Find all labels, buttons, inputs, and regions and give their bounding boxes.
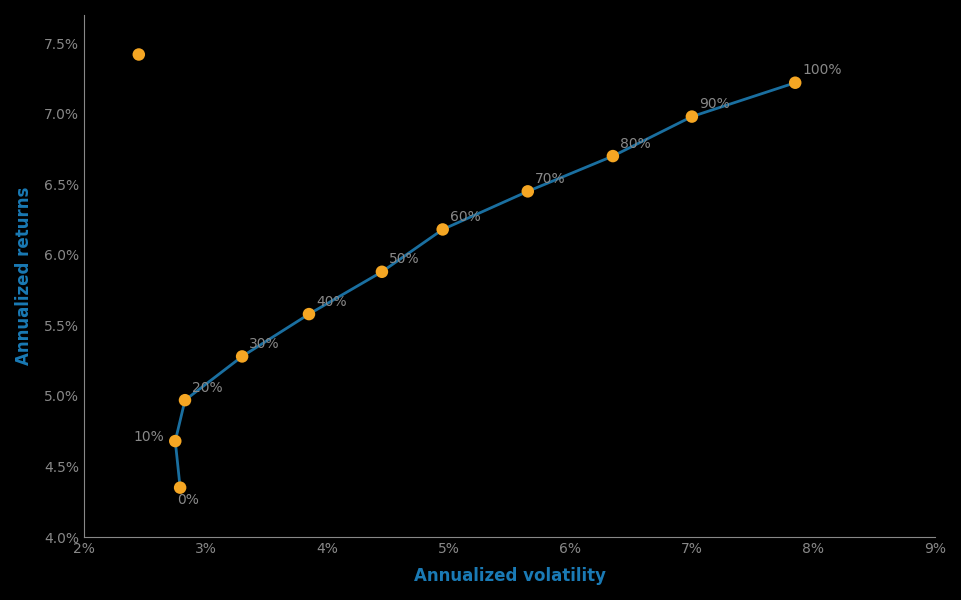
Point <box>684 112 700 121</box>
Text: 100%: 100% <box>802 63 842 77</box>
Point <box>234 352 250 361</box>
Text: 30%: 30% <box>249 337 280 351</box>
Text: 20%: 20% <box>192 380 223 395</box>
Text: 10%: 10% <box>134 430 164 444</box>
Point <box>177 395 192 405</box>
Point <box>131 50 146 59</box>
Point <box>302 310 317 319</box>
Text: 60%: 60% <box>450 210 480 224</box>
Text: 80%: 80% <box>620 137 651 151</box>
Point <box>167 436 183 446</box>
Point <box>605 151 621 161</box>
Text: 90%: 90% <box>699 97 729 111</box>
Y-axis label: Annualized returns: Annualized returns <box>15 187 33 365</box>
Point <box>520 187 535 196</box>
Text: 0%: 0% <box>178 493 199 507</box>
X-axis label: Annualized volatility: Annualized volatility <box>413 567 605 585</box>
Text: 40%: 40% <box>316 295 347 308</box>
Point <box>435 224 451 234</box>
Text: 70%: 70% <box>534 172 565 186</box>
Point <box>787 78 802 88</box>
Point <box>374 267 389 277</box>
Text: 50%: 50% <box>389 252 420 266</box>
Point <box>172 483 187 493</box>
